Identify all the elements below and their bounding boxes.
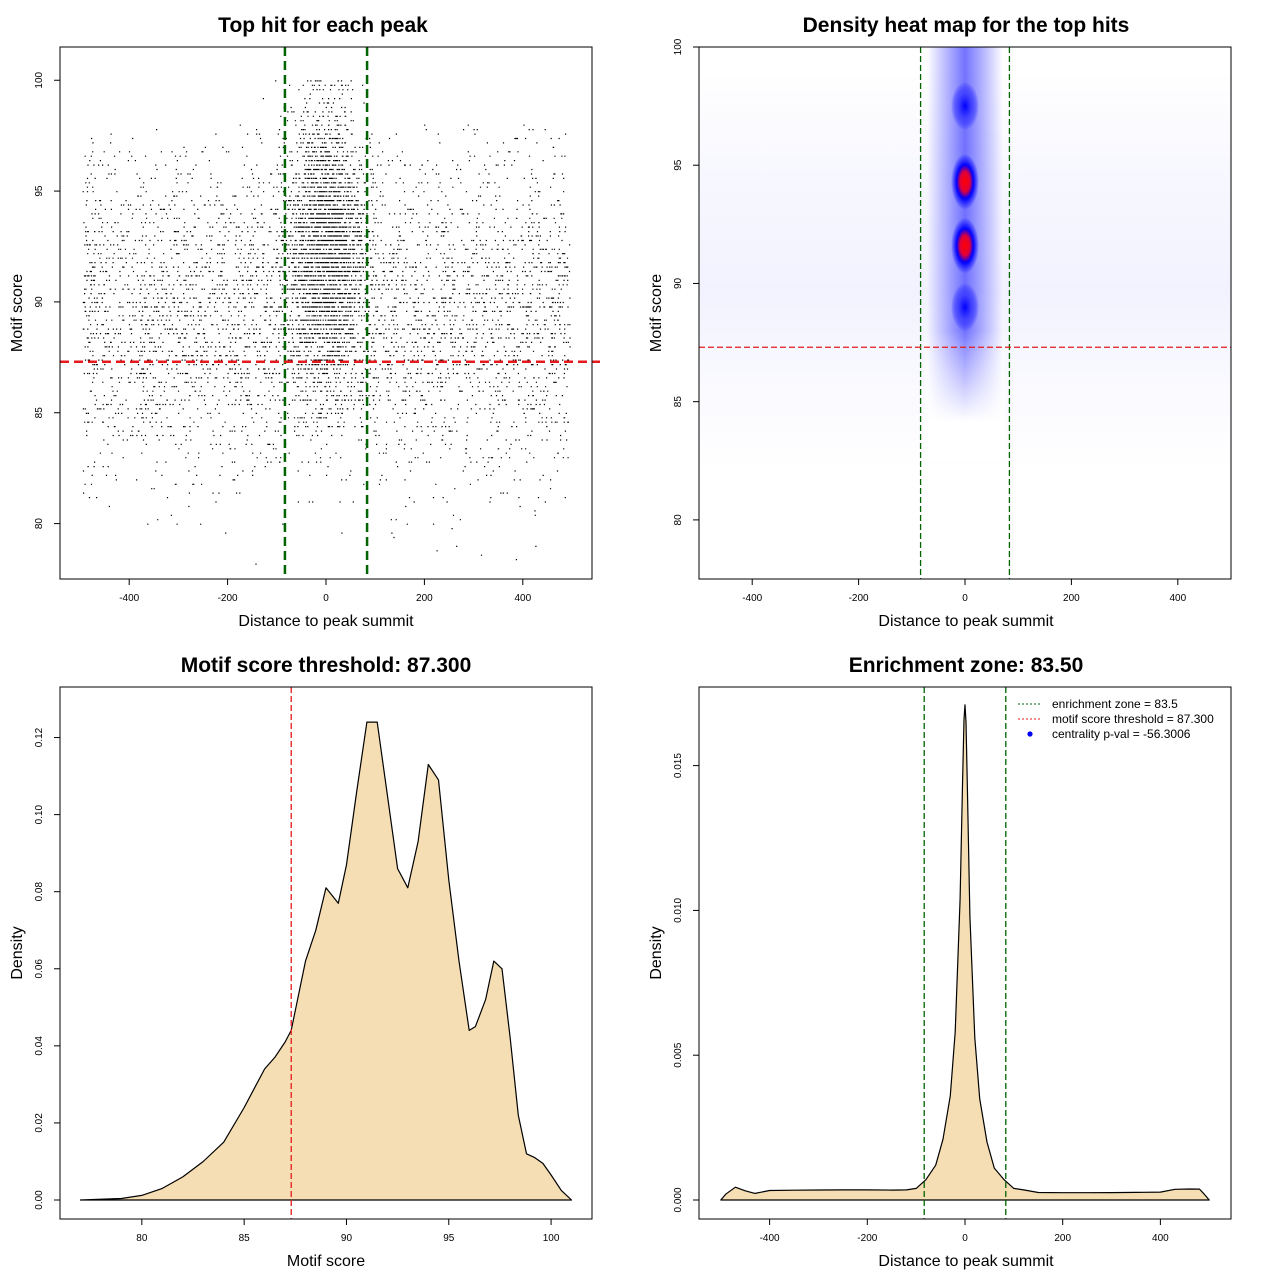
y-tick-label: 0.005 (673, 1042, 684, 1067)
x-tick-label: -200 (218, 593, 238, 604)
x-tick-label: -200 (849, 593, 869, 604)
x-tick-label: 400 (514, 593, 531, 604)
y-tick-label: 90 (34, 296, 45, 308)
x-tick-label: 85 (239, 1233, 251, 1244)
x-tick-label: 0 (962, 593, 968, 604)
x-tick-label: -400 (119, 593, 139, 604)
x-tick-label: 90 (341, 1233, 353, 1244)
distance-density-x-label: Distance to peak summit (878, 1253, 1054, 1270)
x-tick-label: 100 (543, 1233, 560, 1244)
y-tick-label: 95 (673, 159, 684, 171)
distance-density-area (720, 704, 1210, 1201)
x-tick-label: 200 (1063, 593, 1080, 604)
legend-threshold-label: motif score threshold = 87.300 (1052, 712, 1214, 726)
score-density-curve (79, 687, 573, 1219)
heatmap-axes: -400 -200 0 200 400 80 85 90 95 100 (673, 38, 1187, 604)
y-tick-label: 0.015 (673, 753, 684, 778)
score-density-frame (59, 686, 593, 1220)
x-tick-label: 400 (1169, 593, 1186, 604)
x-tick-label: 200 (416, 593, 433, 604)
y-tick-label: 0.10 (34, 804, 45, 824)
x-tick-label: 80 (136, 1233, 148, 1244)
y-tick-label: 85 (34, 407, 45, 419)
scatter-points (82, 80, 571, 565)
distance-density-y-label: Density (648, 926, 665, 979)
heatmap-hotspot (951, 153, 979, 210)
distance-density-panel: Enrichment zone: 83.50 -400 -200 0 200 400 0.… (648, 654, 1232, 1270)
score-density-x-label: Motif score (287, 1253, 365, 1270)
distance-density-title: Enrichment zone: 83.50 (849, 654, 1084, 677)
scatter-plot-frame (59, 46, 593, 580)
x-tick-label: 200 (1054, 1233, 1071, 1244)
y-tick-label: 0.08 (34, 882, 45, 902)
heatmap-x-label: Distance to peak summit (878, 613, 1054, 630)
scatter-x-label: Distance to peak summit (238, 613, 414, 630)
scatter-axes: -400 -200 0 200 400 80 85 90 95 100 (34, 71, 532, 604)
legend-enrichment-zone-label: enrichment zone = 83.5 (1052, 697, 1178, 711)
heatmap-halo-fade (925, 330, 1005, 461)
scatter-point-set (82, 80, 571, 565)
distance-density-axes: -400 -200 0 200 400 0.000 0.005 0.010 0.015 (673, 753, 1169, 1244)
y-tick-label: 90 (673, 277, 684, 289)
legend-pval-label: centrality p-val = -56.3006 (1052, 727, 1191, 741)
y-tick-label: 80 (34, 518, 45, 530)
y-tick-label: 85 (673, 396, 684, 408)
x-tick-label: 95 (443, 1233, 455, 1244)
heatmap-title: Density heat map for the top hits (803, 14, 1130, 37)
legend-pval-swatch (1027, 731, 1033, 737)
x-tick-label: 400 (1152, 1233, 1169, 1244)
heatmap-hotspot (951, 217, 979, 274)
y-tick-label: 0.02 (34, 1113, 45, 1133)
x-tick-label: -400 (742, 593, 762, 604)
score-density-axes: 80 85 90 95 100 0.00 0.02 0.04 0.06 0.08 0.10 0.12 (34, 727, 560, 1244)
distance-density-legend: enrichment zone = 83.5 motif score thres… (1018, 697, 1214, 741)
y-tick-label: 80 (673, 514, 684, 526)
scatter-reference-lines (60, 47, 600, 579)
y-tick-label: 0.00 (34, 1190, 45, 1210)
heatmap-hotspot (951, 82, 979, 131)
x-tick-label: 0 (962, 1233, 968, 1244)
score-density-y-label: Density (9, 926, 26, 979)
y-tick-label: 100 (673, 38, 684, 55)
x-tick-label: -200 (857, 1233, 877, 1244)
y-tick-label: 0.04 (34, 1036, 45, 1056)
scatter-title: Top hit for each peak (218, 14, 428, 37)
heatmap-density (699, 47, 1231, 473)
distance-density-curve (720, 687, 1210, 1219)
y-tick-label: 95 (34, 185, 45, 197)
scatter-panel: Top hit for each peak -400 -200 0 200 400 80 8… (9, 14, 600, 630)
score-density-panel: Motif score threshold: 87.300 80 85 90 95 10… (9, 654, 593, 1270)
y-tick-label: 100 (34, 71, 45, 88)
heatmap-panel: Density heat map for the top hits -400 -2… (648, 14, 1232, 630)
heatmap-hotspot (951, 283, 979, 332)
score-density-title: Motif score threshold: 87.300 (181, 654, 472, 677)
heatmap-y-label: Motif score (648, 274, 665, 352)
x-tick-label: -400 (760, 1233, 780, 1244)
y-tick-label: 0.010 (673, 897, 684, 922)
x-tick-label: 0 (323, 593, 329, 604)
heatmap-reference-lines (699, 47, 1231, 579)
y-tick-label: 0.000 (673, 1187, 684, 1212)
score-density-area (79, 721, 573, 1201)
scatter-y-label: Motif score (9, 274, 26, 352)
y-tick-label: 0.12 (34, 727, 45, 747)
y-tick-label: 0.06 (34, 959, 45, 979)
